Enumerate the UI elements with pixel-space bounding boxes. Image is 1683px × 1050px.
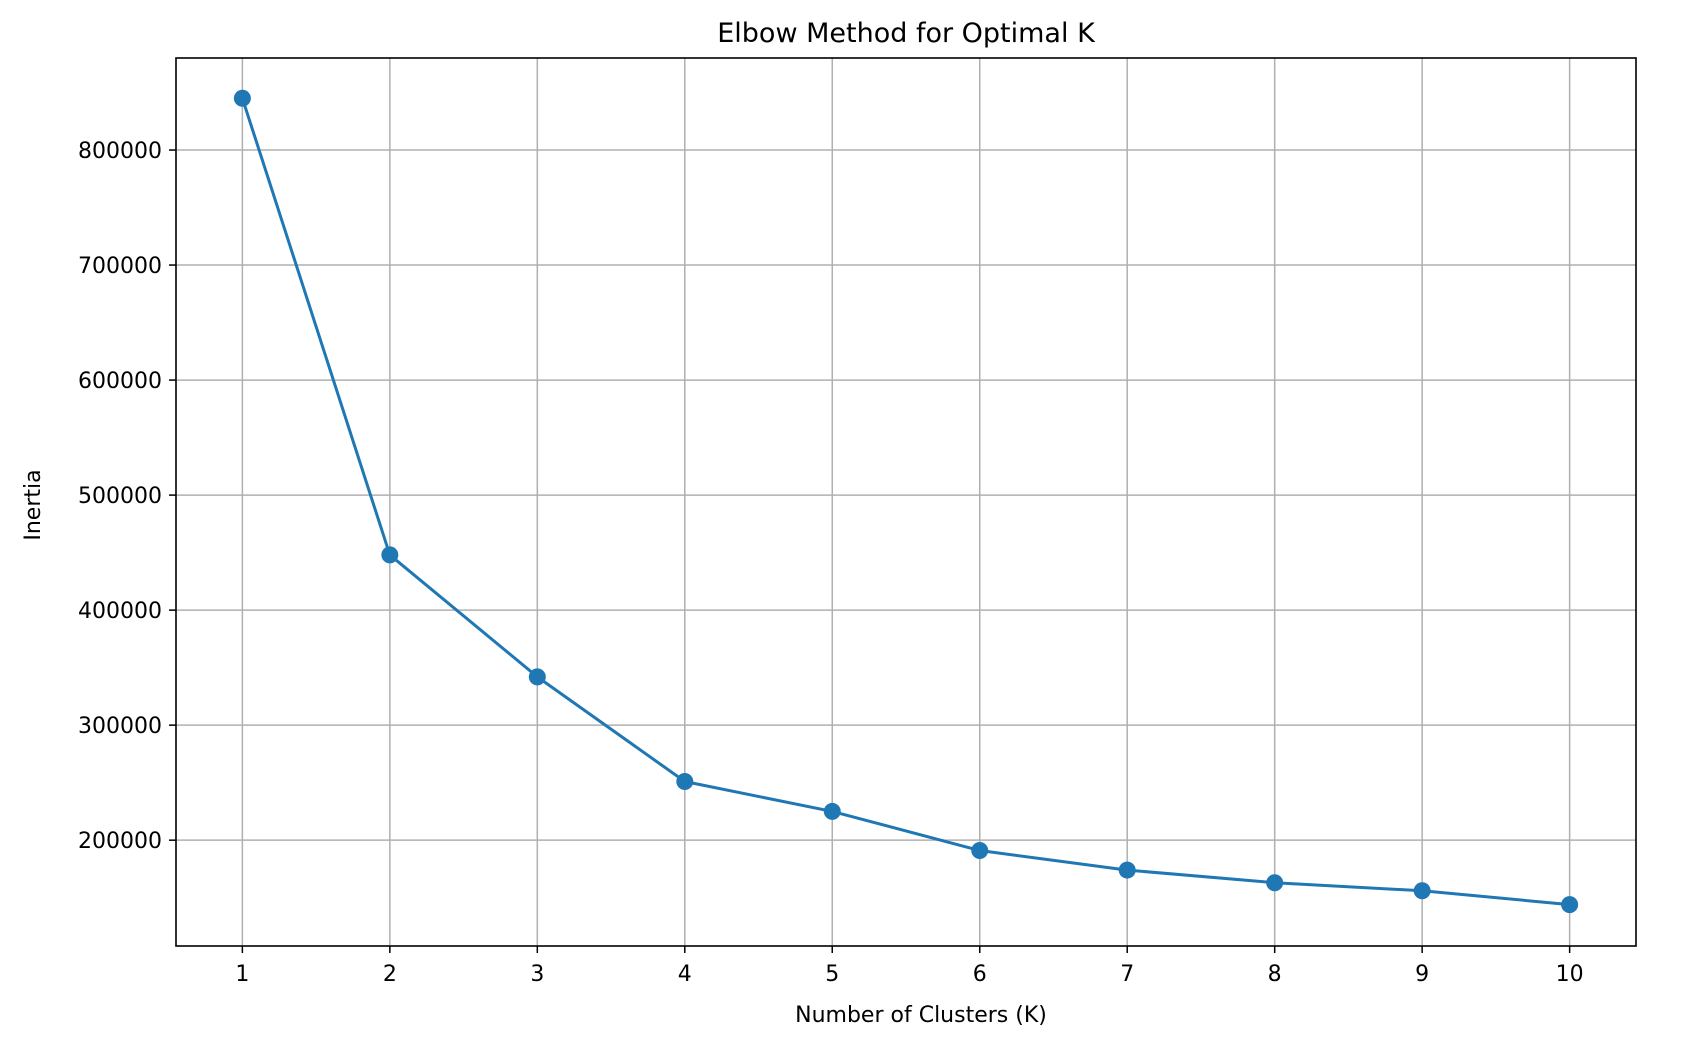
y-tick-label: 600000 (78, 369, 162, 394)
x-tick-label: 7 (1120, 962, 1134, 987)
data-point (233, 89, 251, 107)
x-tick-label: 1 (235, 962, 249, 987)
series-line (240, 96, 1572, 907)
data-point (1118, 861, 1136, 879)
y-tick-label: 400000 (78, 599, 162, 624)
data-point (823, 802, 841, 820)
x-tick-label: 3 (530, 962, 544, 987)
data-point (1413, 882, 1431, 900)
y-ticks: 200000 300000 400000 500000 600000 700000 8000… (78, 139, 176, 854)
plot-background (176, 58, 1636, 946)
x-tick-label: 5 (825, 962, 839, 987)
y-tick-label: 800000 (78, 139, 162, 164)
data-point (381, 546, 399, 564)
plot-frame (175, 57, 1637, 947)
y-tick-label: 700000 (78, 254, 162, 279)
x-axis-label: Number of Clusters (K) (795, 1003, 1047, 1028)
x-ticks: 1 2 3 4 5 6 7 8 9 10 (235, 946, 1584, 987)
data-point (971, 842, 989, 860)
grid-lines (176, 58, 1636, 946)
series-layer (233, 89, 1579, 914)
x-tick-label: 9 (1415, 962, 1429, 987)
x-tick-label: 2 (383, 962, 397, 987)
y-axis-label: Inertia (21, 469, 46, 540)
x-tick-label: 4 (678, 962, 692, 987)
y-tick-label: 500000 (78, 484, 162, 509)
data-point (1266, 874, 1284, 892)
y-tick-label: 300000 (78, 714, 162, 739)
x-tick-label: 6 (973, 962, 987, 987)
y-tick-label: 200000 (78, 829, 162, 854)
x-tick-label: 8 (1268, 962, 1282, 987)
data-point (528, 668, 546, 686)
data-point (676, 773, 694, 791)
x-tick-label: 10 (1556, 962, 1584, 987)
data-point (1561, 896, 1579, 914)
chart-title: Elbow Method for Optimal K (717, 18, 1096, 49)
